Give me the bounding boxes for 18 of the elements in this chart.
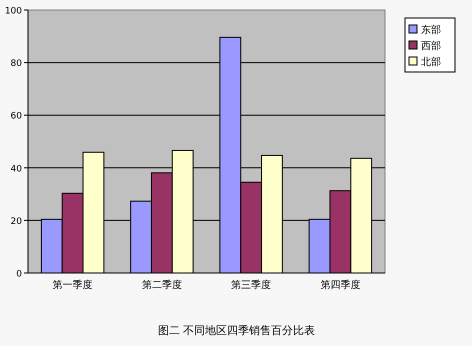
- bar: [329, 190, 352, 274]
- bar: [62, 192, 84, 274]
- bar: [240, 182, 262, 274]
- legend-label: 北部: [421, 56, 441, 68]
- x-tick-label: 第三季度: [231, 279, 272, 291]
- y-tick-label: 40: [10, 164, 22, 174]
- y-tick-label: 60: [10, 112, 22, 122]
- bar: [150, 172, 173, 274]
- legend-label: 西部: [421, 40, 441, 52]
- y-tick-label: 80: [10, 59, 22, 70]
- legend-label: 东部: [421, 24, 441, 36]
- y-tick-label: 0: [16, 270, 22, 280]
- x-tick-label: 第一季度: [52, 279, 93, 291]
- y-tick-label: 100: [4, 6, 22, 16]
- text: 图二 不同地区四季销售百分比表: [158, 324, 316, 337]
- x-tick-label: 第四季度: [320, 279, 360, 291]
- y-tick-label: 20: [10, 216, 22, 227]
- x-tick-label: 第二季度: [142, 279, 182, 291]
